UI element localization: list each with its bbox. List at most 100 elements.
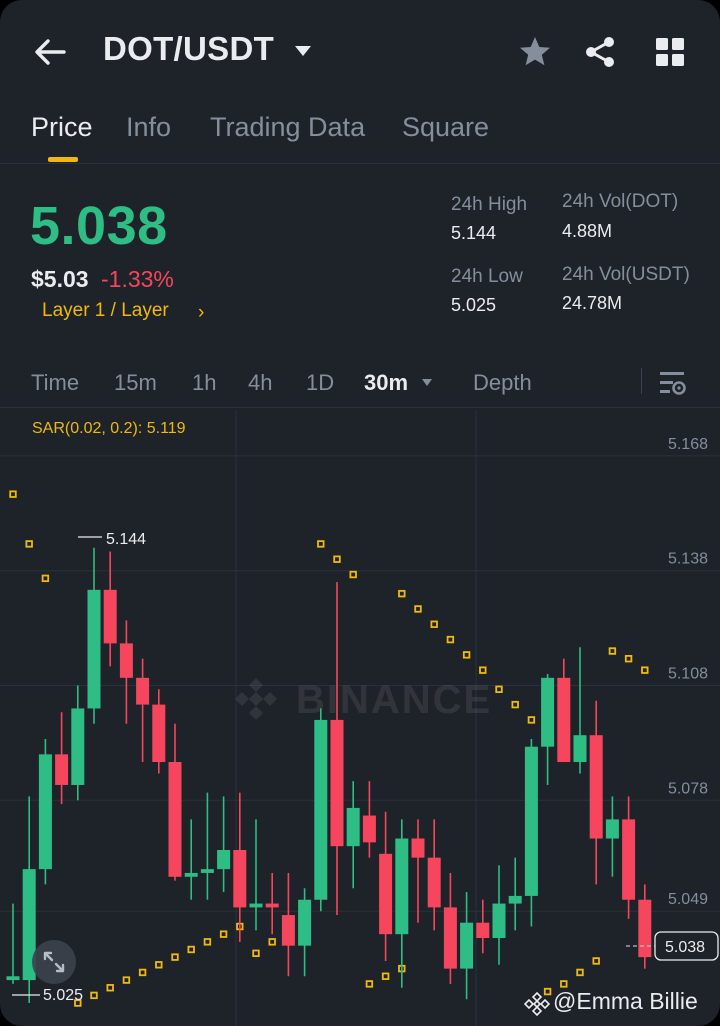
candle-body bbox=[395, 838, 409, 935]
sar-point bbox=[268, 938, 276, 946]
candle-body bbox=[136, 677, 150, 705]
tab-trading-data[interactable]: Trading Data bbox=[210, 112, 366, 142]
grid-icon[interactable] bbox=[652, 34, 688, 70]
interval-bar: Time 15m 1h 4h 1D 30m Depth bbox=[0, 360, 720, 408]
interval-15m[interactable]: 15m bbox=[114, 370, 157, 395]
caret-down-icon[interactable] bbox=[421, 378, 433, 387]
low-value: 5.025 bbox=[451, 295, 497, 315]
star-icon[interactable] bbox=[517, 34, 553, 70]
sar-point bbox=[527, 716, 536, 724]
sar-point bbox=[171, 953, 179, 961]
interval-1h[interactable]: 1h bbox=[192, 370, 217, 395]
sar-point bbox=[495, 685, 503, 694]
sar-point bbox=[560, 980, 568, 988]
sar-point bbox=[106, 984, 114, 992]
candle-body bbox=[184, 872, 198, 877]
watermark-text: BINANCE bbox=[296, 678, 492, 722]
share-icon[interactable] bbox=[582, 34, 618, 70]
candle-body bbox=[71, 708, 85, 785]
chart-settings-icon[interactable] bbox=[657, 369, 687, 397]
interval-4h[interactable]: 4h bbox=[248, 370, 273, 395]
sar-point bbox=[592, 957, 600, 965]
sar-point bbox=[641, 666, 649, 674]
interval-30m[interactable]: 30m bbox=[364, 370, 409, 395]
chevron-right-icon[interactable]: › bbox=[198, 302, 205, 323]
sar-point bbox=[414, 605, 422, 613]
candle-body bbox=[557, 677, 571, 762]
candle-body bbox=[168, 762, 182, 877]
candle-body bbox=[411, 838, 425, 858]
sar-point bbox=[365, 980, 374, 988]
sar-point bbox=[349, 570, 357, 579]
interval-1d[interactable]: 1D bbox=[306, 370, 335, 395]
sar-point bbox=[25, 540, 33, 548]
y-tick-label: 5.138 bbox=[668, 551, 708, 568]
fiat-price: $5.03 bbox=[31, 266, 89, 292]
sar-point bbox=[219, 930, 228, 938]
high-label: 24h High bbox=[451, 194, 528, 215]
sar-point bbox=[511, 700, 519, 709]
candle-body bbox=[605, 819, 619, 839]
tab-price[interactable]: Price bbox=[31, 112, 93, 142]
high-marker: 5.144 bbox=[106, 531, 146, 548]
candle-body bbox=[541, 677, 555, 747]
active-tab-indicator bbox=[48, 157, 78, 162]
sar-legend: SAR(0.02, 0.2): 5.119 bbox=[32, 420, 186, 437]
binance-watermark: BINANCE bbox=[235, 678, 492, 722]
vol-base-label: 24h Vol(DOT) bbox=[562, 191, 679, 212]
price-chart[interactable]: BINANCE 5.168 5.138 5.108 5.078 5.049 5.144 … bbox=[0, 410, 720, 1026]
candle-body bbox=[427, 857, 441, 908]
candle-body bbox=[589, 735, 603, 839]
sar-point bbox=[122, 976, 131, 984]
caret-down-icon[interactable] bbox=[293, 44, 313, 58]
candle-body bbox=[524, 746, 538, 896]
sar-indicator bbox=[9, 490, 649, 1007]
candle-body bbox=[573, 735, 587, 762]
candle-body bbox=[314, 719, 328, 900]
divider bbox=[641, 368, 642, 394]
sar-point bbox=[41, 574, 50, 583]
price-change-percent: -1.33% bbox=[101, 266, 174, 292]
sar-point bbox=[317, 540, 325, 548]
chart-grid bbox=[0, 410, 720, 1026]
sar-point bbox=[9, 490, 17, 498]
candle-body bbox=[55, 754, 69, 785]
candle-body bbox=[362, 815, 376, 843]
low-label: 24h Low bbox=[451, 266, 523, 287]
y-tick-label: 5.168 bbox=[668, 436, 708, 453]
high-value: 5.144 bbox=[451, 223, 497, 243]
sar-point bbox=[576, 968, 584, 977]
current-price-box bbox=[654, 931, 719, 961]
candle-body bbox=[152, 704, 166, 762]
expand-chart-button[interactable] bbox=[32, 940, 76, 984]
candle-body bbox=[103, 589, 117, 644]
user-watermark: @Emma Billie bbox=[553, 988, 698, 1014]
candle-body bbox=[119, 643, 133, 678]
vol-quote-label: 24h Vol(USDT) bbox=[562, 264, 690, 285]
low-marker: 5.025 bbox=[43, 987, 83, 1004]
candle-body bbox=[443, 907, 457, 969]
candle-body bbox=[476, 922, 490, 938]
candle-body bbox=[638, 899, 652, 958]
sector-link[interactable]: Layer 1 / Layer bbox=[42, 300, 169, 321]
tab-square[interactable]: Square bbox=[402, 112, 490, 142]
candle-body bbox=[87, 589, 101, 709]
vol-quote-value: 24.78M bbox=[562, 293, 623, 313]
candle-body bbox=[249, 903, 263, 908]
candlestick-chart[interactable]: BINANCE 5.168 5.138 5.108 5.078 5.049 5.144 … bbox=[0, 410, 720, 1026]
sar-point bbox=[138, 968, 147, 977]
interval-depth[interactable]: Depth bbox=[473, 370, 532, 395]
sar-point bbox=[446, 635, 455, 644]
sar-point bbox=[624, 654, 633, 663]
pair-selector[interactable]: DOT/USDT bbox=[103, 30, 275, 67]
back-arrow-icon[interactable] bbox=[28, 30, 72, 74]
interval-time[interactable]: Time bbox=[31, 370, 80, 395]
candle-body bbox=[460, 922, 474, 969]
section-tabs: Price Info Trading Data Square bbox=[0, 100, 720, 164]
sar-point bbox=[462, 651, 471, 659]
vol-base-value: 4.88M bbox=[562, 221, 613, 241]
candle-body bbox=[217, 850, 231, 870]
sar-point bbox=[479, 666, 487, 674]
tab-info[interactable]: Info bbox=[126, 112, 172, 142]
